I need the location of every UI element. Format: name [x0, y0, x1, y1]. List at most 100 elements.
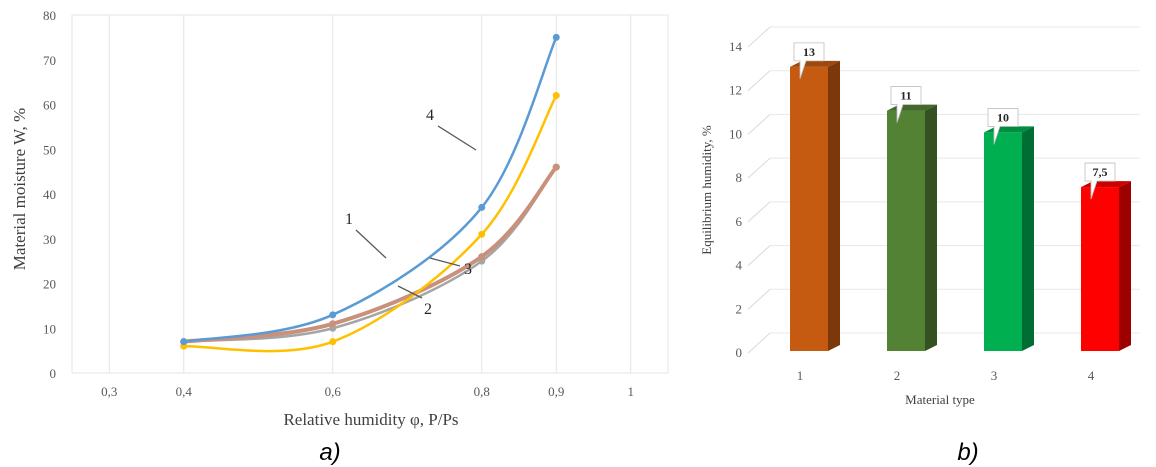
chart-b-gridline-diag: [747, 114, 771, 135]
chart-b-bar-2: [887, 104, 937, 351]
chart-a-y-tick-label: 0: [50, 366, 57, 381]
chart-b-data-label-3: 10: [987, 108, 1019, 145]
chart-b-x-axis-title: Material type: [905, 392, 975, 407]
chart-b-caption: b): [957, 439, 978, 466]
chart-a-x-tick-label: 0,6: [325, 384, 342, 399]
chart-b-gridline-diag: [747, 70, 771, 92]
chart-b-data-label-box: [793, 42, 825, 79]
chart-a-series-label-2: 2: [424, 301, 432, 318]
chart-a-x-tick-label: 0,4: [176, 384, 193, 399]
chart-b-y-tick-label: 14: [729, 39, 743, 54]
chart-a-series: [181, 36, 559, 353]
chart-b-y-tick-label: 0: [736, 345, 743, 360]
chart-b-bar-4: [1081, 181, 1131, 351]
chart-b-y-tick-label: 12: [729, 83, 742, 98]
chart-a-point-1: [329, 311, 337, 319]
chart-b-gridline-diag: [747, 288, 771, 310]
chart-a-point-1: [180, 338, 188, 346]
chart-b-data-label-text: 7,5: [1093, 165, 1108, 179]
chart-b-bar-side: [925, 104, 937, 351]
chart-b-bar-3: [984, 126, 1034, 351]
chart-b-data-label-text: 11: [900, 89, 911, 103]
chart-b-x-tick-label: 1: [797, 368, 804, 383]
chart-a-y-tick-label: 40: [43, 187, 56, 202]
chart-a-series-line-4: [182, 94, 558, 353]
chart-a-point-3: [329, 320, 337, 328]
chart-a-series-callouts: 1 2 3 4: [345, 107, 477, 318]
chart-b-data-labels: 13 11 10 7,5: [793, 42, 1116, 200]
chart-a-y-tick-label: 10: [43, 321, 56, 336]
chart-a-plot-area: [71, 14, 669, 374]
chart-b-y-tick-labels: 0 2 4 6 8 10 12 14: [729, 39, 743, 360]
chart-b-bar-front: [1081, 187, 1119, 351]
chart-a-y-tick-label: 20: [43, 277, 56, 292]
chart-a-series-line-1: [182, 36, 558, 343]
chart-b-x-tick-label: 2: [894, 368, 901, 383]
chart-a-x-tick-label: 0,3: [101, 384, 117, 399]
chart-b-data-label-text: 13: [803, 45, 815, 59]
chart-b-x-tick-labels: 1 2 3 4: [797, 368, 1095, 383]
chart-b-data-label-box: [890, 86, 922, 123]
chart-b-bar-front: [984, 132, 1022, 351]
chart-a-x-tick-label: 1: [628, 384, 635, 399]
chart-a-x-tick-label: 0,8: [474, 384, 490, 399]
chart-b-data-label-box: [987, 108, 1019, 145]
chart-b-data-label-1: 13: [793, 42, 825, 79]
chart-a-callout-line-4: [437, 125, 477, 151]
chart-a-series-label-4: 4: [426, 107, 434, 124]
chart-b-gridline-diag: [747, 201, 771, 223]
chart-a-y-tick-label: 60: [43, 98, 56, 113]
chart-b-y-tick-label: 6: [736, 214, 743, 229]
chart-b-bar-side: [1022, 126, 1034, 351]
chart-b-y-tick-label: 8: [736, 170, 743, 185]
chart-a-y-tick-label: 80: [43, 8, 56, 23]
chart-a-y-tick-label: 30: [43, 232, 56, 247]
chart-a-y-tick-labels: 0 10 20 30 40 50 60 70 80: [43, 8, 56, 381]
chart-b-y-tick-label: 4: [736, 258, 743, 273]
chart-b-y-tick-label: 2: [736, 301, 743, 316]
chart-a-gridlines: [108, 15, 632, 373]
chart-b-gridline-diag: [747, 157, 771, 179]
chart-b-bar-front: [887, 110, 925, 351]
chart-a-point-4: [329, 338, 337, 346]
chart-a-series-label-1: 1: [345, 211, 353, 228]
chart-a-point-3: [478, 253, 486, 261]
chart-b-x-tick-label: 4: [1088, 368, 1095, 383]
chart-b-bar-1: [790, 60, 840, 351]
chart-b-gridline-diag: [747, 245, 771, 266]
chart-a-point-3: [552, 163, 560, 171]
chart-a-x-tick-label: 0,9: [548, 384, 564, 399]
chart-a-callout-line-3: [429, 257, 461, 267]
chart-a-y-axis-title: Material moisture W, %: [10, 108, 29, 270]
chart-a-y-tick-label: 70: [43, 53, 56, 68]
chart-b-gridline-diag: [747, 332, 771, 354]
chart-b-gridline-diag: [747, 26, 771, 48]
chart-a-x-axis-title: Relative humidity φ, P/Ps: [283, 410, 458, 429]
chart-a-series-label-3: 3: [464, 261, 472, 278]
chart-a-points: [180, 33, 560, 350]
chart-a-caption: a): [319, 439, 340, 466]
chart-b-data-label-4: 7,5: [1084, 162, 1116, 200]
chart-a-y-tick-label: 50: [43, 142, 56, 157]
chart-b-data-label-box: [1084, 162, 1116, 200]
chart-b-data-label-text: 10: [997, 110, 1009, 124]
chart-b-data-label-2: 11: [890, 86, 922, 123]
chart-b-bars: [790, 60, 1131, 351]
chart-b-x-tick-label: 3: [991, 368, 998, 383]
chart-b-bar-front: [790, 66, 828, 351]
chart-a-point-4: [552, 92, 560, 100]
chart-a-callout-line-1: [355, 229, 387, 259]
chart-a-series-line-3: [181, 165, 559, 344]
chart-a-callout-line-2: [397, 285, 423, 299]
chart-a-x-tick-labels: 0,3 0,4 0,6 0,8 0,9 1: [101, 384, 634, 399]
chart-a-point-4: [478, 230, 486, 238]
chart-b-bar-side: [1119, 181, 1131, 351]
chart-b-y-tick-label: 10: [729, 126, 742, 141]
chart-a-point-1: [552, 33, 560, 41]
chart-b-y-axis-title: Equilibrium humidity, %: [699, 125, 714, 255]
chart-a-point-1: [478, 203, 486, 211]
chart-b-bar-side: [828, 60, 840, 351]
